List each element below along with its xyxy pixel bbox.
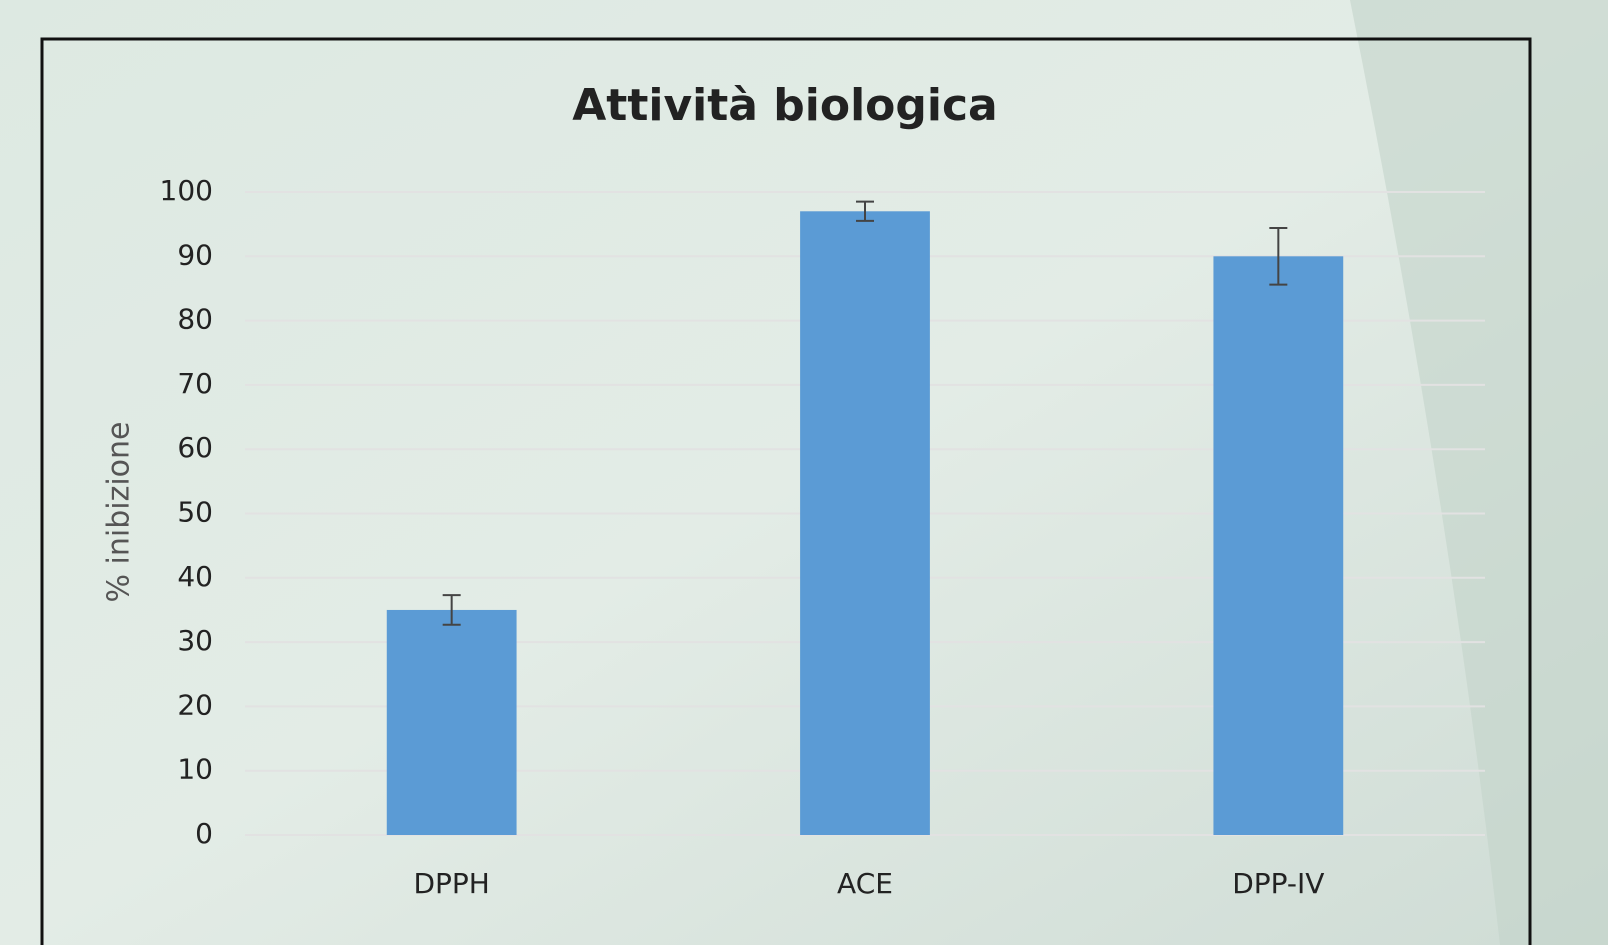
- background-shape: [1350, 0, 1608, 945]
- y-tick-label: 40: [177, 560, 213, 593]
- y-tick-label: 60: [177, 431, 213, 464]
- y-axis-label: % inibizione: [102, 421, 137, 602]
- chart-frame: [40, 37, 1532, 945]
- y-tick-label: 50: [177, 496, 213, 529]
- x-tick-label: DPPH: [413, 867, 489, 900]
- y-tick-label: 0: [195, 817, 213, 850]
- x-tick-label: ACE: [837, 867, 893, 900]
- y-tick-label: 80: [177, 303, 213, 336]
- bar: [386, 609, 517, 835]
- y-tick-label: 90: [177, 238, 213, 271]
- bar: [800, 211, 930, 836]
- x-tick-label: DPP-IV: [1232, 867, 1324, 900]
- y-tick-label: 10: [177, 753, 213, 786]
- y-tick-label: 20: [177, 688, 213, 721]
- y-tick-label: 30: [177, 624, 213, 657]
- error-bar: [856, 200, 874, 222]
- y-tick-label: 100: [160, 174, 213, 207]
- error-bar: [442, 594, 461, 626]
- y-tick-label: 70: [177, 367, 213, 400]
- chart-title: Attività biologica: [572, 80, 997, 131]
- error-bar: [1269, 227, 1288, 286]
- bar: [1213, 256, 1344, 835]
